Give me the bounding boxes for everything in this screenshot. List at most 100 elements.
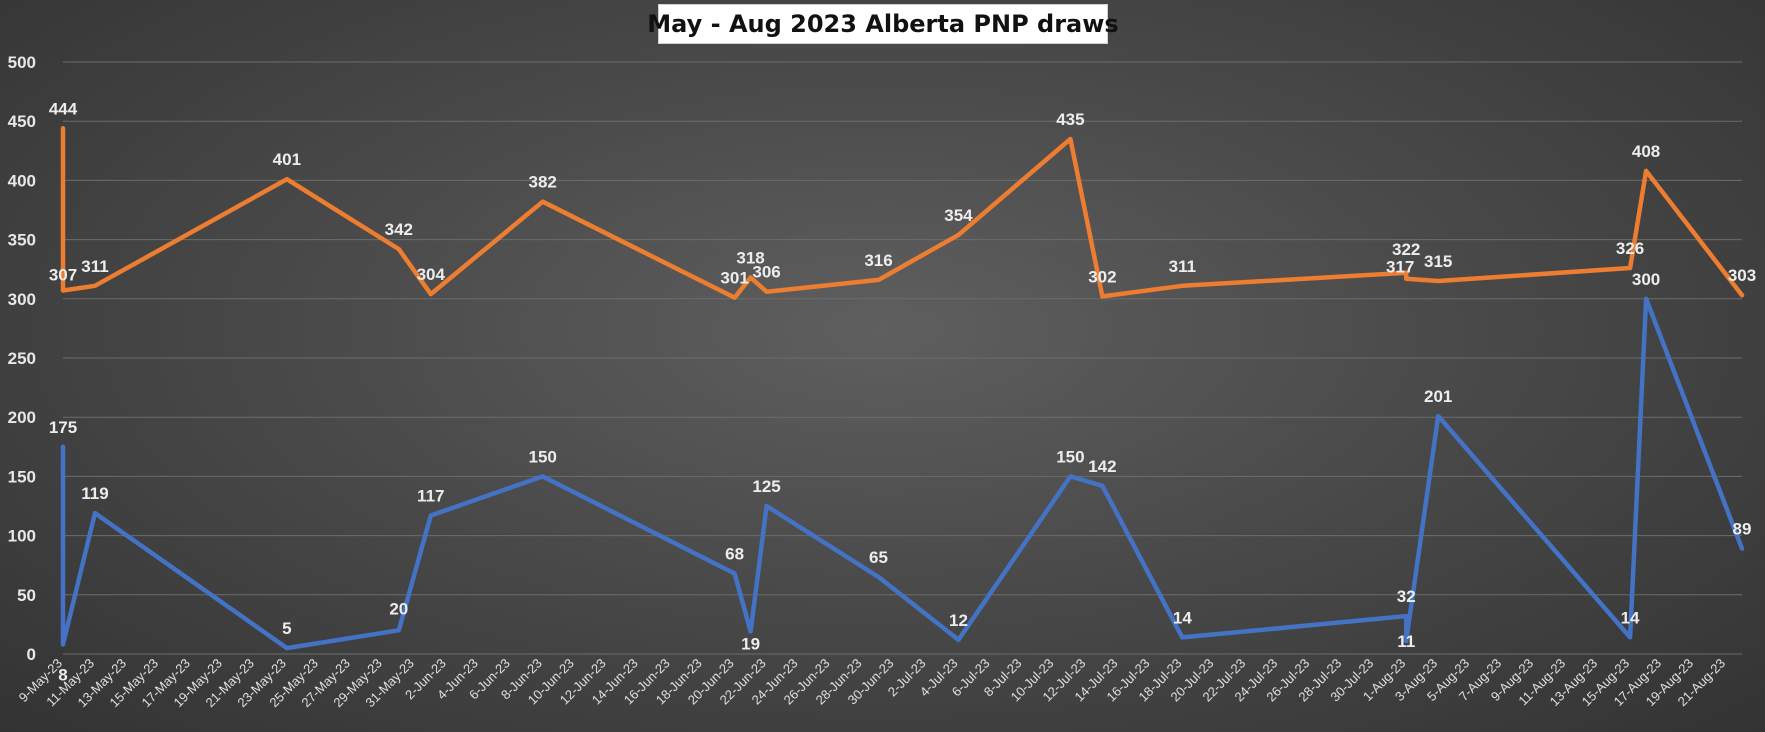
series-line-2 — [60, 296, 1745, 651]
data-label: 401 — [273, 150, 301, 169]
data-label: 19 — [741, 635, 760, 654]
chart-title: May - Aug 2023 Alberta PNP draws — [647, 4, 1119, 44]
data-label: 435 — [1056, 110, 1084, 129]
data-point — [1741, 548, 1743, 550]
data-point — [62, 127, 64, 129]
data-point — [734, 297, 736, 299]
data-label: 150 — [1056, 447, 1084, 466]
data-label: 142 — [1088, 457, 1116, 476]
data-point — [1405, 615, 1407, 617]
y-tick-label: 150 — [8, 467, 36, 486]
y-tick-label: 0 — [27, 645, 36, 664]
data-point — [1437, 280, 1439, 282]
data-point — [1101, 295, 1103, 297]
x-axis: 9-May-2311-May-2313-May-2315-May-2317-Ma… — [16, 656, 1728, 711]
data-point — [750, 276, 752, 278]
data-point — [1645, 298, 1647, 300]
data-label: 65 — [869, 548, 888, 567]
data-label: 302 — [1088, 267, 1116, 286]
data-point — [1629, 636, 1631, 638]
data-label: 311 — [81, 257, 108, 276]
data-point — [878, 279, 880, 281]
data-point — [1405, 278, 1407, 280]
data-label: 444 — [49, 99, 78, 118]
data-point — [878, 576, 880, 578]
data-label: 315 — [1424, 252, 1452, 271]
data-point — [1629, 267, 1631, 269]
data-label: 150 — [529, 447, 557, 466]
data-label: 125 — [752, 477, 780, 496]
data-point — [62, 644, 64, 646]
data-label: 300 — [1632, 270, 1660, 289]
data-point — [957, 639, 959, 641]
data-point — [398, 629, 400, 631]
data-point — [1101, 485, 1103, 487]
data-point — [766, 505, 768, 507]
y-tick-label: 50 — [17, 586, 36, 605]
data-label: 117 — [417, 486, 444, 505]
data-point — [62, 290, 64, 292]
data-label: 119 — [81, 484, 108, 503]
data-point — [94, 285, 96, 287]
data-label: 304 — [417, 265, 446, 284]
data-point — [398, 248, 400, 250]
data-label: 317 — [1386, 258, 1414, 277]
y-tick-label: 500 — [8, 53, 36, 72]
y-tick-label: 400 — [8, 171, 36, 190]
data-label: 301 — [720, 269, 748, 288]
data-point — [1181, 285, 1183, 287]
data-label: 306 — [752, 263, 780, 282]
data-point — [1405, 272, 1407, 274]
data-label: 20 — [389, 599, 408, 618]
data-label: 326 — [1616, 239, 1644, 258]
y-tick-label: 250 — [8, 349, 36, 368]
data-label: 342 — [385, 220, 413, 239]
y-tick-label: 200 — [8, 408, 36, 427]
data-label: 11 — [1397, 632, 1415, 651]
data-point — [1069, 475, 1071, 477]
data-point — [430, 293, 432, 295]
data-point — [430, 514, 432, 516]
data-label: 408 — [1632, 142, 1660, 161]
y-tick-label: 450 — [8, 112, 36, 131]
data-point — [1645, 170, 1647, 172]
y-tick-label: 350 — [8, 231, 36, 250]
data-label: 382 — [529, 173, 557, 192]
data-label: 303 — [1728, 266, 1756, 285]
series — [60, 126, 1745, 651]
data-label: 32 — [1397, 587, 1416, 606]
data-label: 175 — [49, 418, 77, 437]
data-label: 354 — [944, 206, 973, 225]
data-label: 311 — [1169, 257, 1196, 276]
data-point — [286, 647, 288, 649]
data-point — [542, 475, 544, 477]
data-point — [750, 631, 752, 633]
data-label: 68 — [725, 544, 744, 563]
data-point — [766, 291, 768, 293]
data-point — [94, 512, 96, 514]
data-point — [286, 178, 288, 180]
data-point — [957, 234, 959, 236]
data-label: 89 — [1733, 520, 1752, 539]
data-label: 322 — [1392, 240, 1420, 259]
data-point — [542, 201, 544, 203]
data-label: 8 — [58, 666, 67, 685]
data-label: 14 — [1621, 608, 1640, 627]
data-label: 307 — [49, 266, 77, 285]
gridlines — [63, 61, 1742, 655]
data-point — [1741, 294, 1743, 296]
data-point — [1181, 636, 1183, 638]
data-label: 14 — [1173, 608, 1192, 627]
data-point — [734, 572, 736, 574]
series-line-1 — [60, 126, 1745, 300]
y-tick-label: 100 — [8, 527, 36, 546]
data-label: 5 — [282, 619, 291, 638]
data-point — [1405, 640, 1407, 642]
data-point — [62, 446, 64, 448]
data-label: 12 — [949, 611, 968, 630]
y-axis: 0 50 100 150 200 250 300 350 400 450 500 — [8, 53, 36, 664]
data-point — [1069, 138, 1071, 140]
